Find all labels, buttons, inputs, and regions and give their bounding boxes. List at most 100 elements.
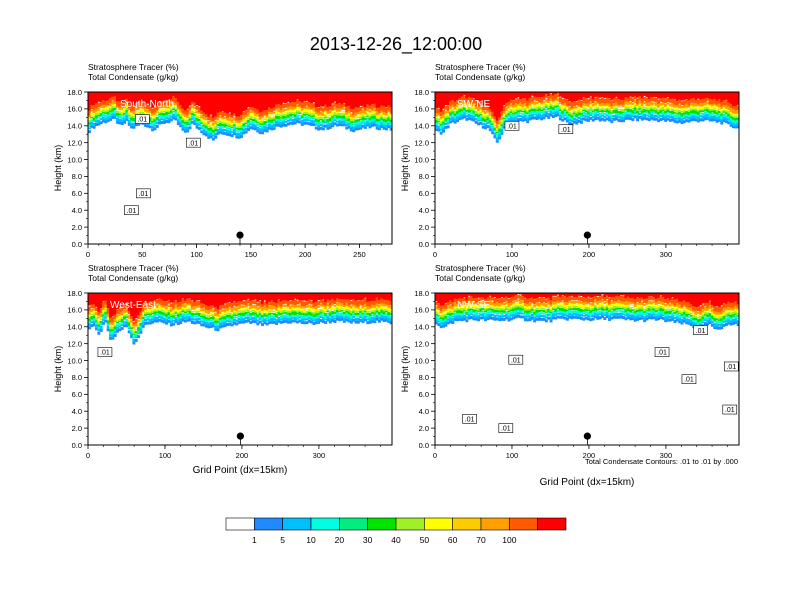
contour-label-text: .01 — [725, 407, 735, 414]
tracer-cell — [190, 310, 194, 313]
tracer-cell — [361, 314, 365, 318]
tracer-cell — [268, 301, 271, 306]
tracer-cell — [120, 109, 124, 113]
tracer-cell — [146, 109, 150, 113]
tracer-cell — [699, 106, 703, 109]
tracer-cell — [319, 306, 323, 309]
tracer-cell — [359, 293, 363, 301]
tracer-cell — [368, 301, 372, 307]
tracer-cell — [551, 296, 555, 302]
tracer-cell — [526, 306, 530, 310]
tracer-cell — [631, 110, 635, 114]
tracer-cell — [563, 114, 567, 117]
tracer-cell — [291, 113, 295, 116]
tracer-cell — [558, 109, 562, 111]
tracer-cell — [544, 319, 548, 323]
tracer-cell — [488, 118, 492, 120]
tracer-cell — [638, 92, 642, 97]
contour-label: .01 — [693, 325, 708, 335]
tracer-cell — [498, 124, 502, 126]
tracer-cell — [254, 304, 257, 309]
tracer-cell — [710, 311, 714, 315]
contour-label-text: .01 — [127, 208, 137, 215]
tracer-cell — [331, 111, 335, 115]
tracer-cell — [90, 124, 94, 128]
tracer-cell — [363, 117, 367, 120]
tracer-cell — [558, 307, 562, 311]
tracer-cell — [130, 110, 134, 113]
tracer-cell — [200, 317, 204, 320]
tracer-cell — [104, 112, 108, 115]
tracer-cell — [312, 110, 316, 114]
tracer-cell — [601, 309, 604, 313]
tracer-cell — [692, 319, 696, 322]
tracer-cell — [345, 318, 349, 322]
tracer-cell — [97, 311, 101, 316]
tracer-cell — [673, 307, 677, 311]
tracer-cell — [549, 103, 553, 107]
tracer-cell — [530, 308, 534, 311]
tracer-cell — [577, 111, 581, 116]
tracer-cell — [342, 115, 346, 119]
tracer-cell — [251, 293, 255, 300]
tracer-cell — [682, 114, 686, 118]
tracer-cell — [666, 315, 670, 319]
tracer-cell — [500, 116, 504, 120]
tracer-cell — [643, 303, 647, 306]
tracer-cell — [608, 106, 611, 108]
tracer-cell — [470, 92, 474, 98]
tracer-cell — [456, 99, 459, 104]
tracer-cell — [338, 318, 342, 322]
tracer-cell — [183, 316, 187, 320]
tracer-cell — [509, 109, 513, 112]
tracer-cell — [563, 109, 567, 112]
tracer-cell — [717, 113, 721, 117]
tracer-cell — [377, 311, 381, 315]
tracer-cell — [596, 116, 600, 120]
tracer-cell — [349, 116, 353, 119]
tracer-cell — [144, 92, 148, 105]
tracer-cell — [237, 132, 241, 137]
tracer-cell — [570, 107, 574, 110]
tracer-cell — [349, 113, 353, 118]
tracer-cell — [699, 112, 703, 115]
tracer-cell — [120, 293, 124, 307]
tracer-cell — [106, 325, 110, 330]
tracer-cell — [223, 314, 227, 316]
tracer-cell — [256, 119, 260, 121]
tracer-cell — [195, 312, 199, 315]
tracer-cell — [661, 114, 665, 118]
tracer-cell — [202, 323, 206, 327]
tracer-cell — [293, 92, 297, 102]
tracer-cell — [298, 316, 302, 319]
tracer-cell — [326, 315, 330, 320]
tracer-cell — [279, 92, 283, 105]
tracer-cell — [200, 120, 204, 122]
tracer-cell — [643, 299, 647, 303]
contour-label: .01 — [124, 205, 139, 216]
tracer-cell — [123, 316, 127, 320]
tracer-cell — [387, 117, 391, 121]
tracer-cell — [486, 297, 490, 303]
tracer-cell — [521, 115, 525, 120]
tracer-cell — [172, 307, 176, 311]
tracer-cell — [148, 119, 152, 124]
tracer-cell — [446, 318, 450, 321]
tracer-cell — [556, 113, 560, 117]
tracer-cell — [612, 107, 616, 110]
tracer-cell — [382, 111, 386, 115]
tracer-cell — [349, 317, 353, 321]
tracer-cell — [572, 92, 576, 102]
tracer-cell — [572, 295, 576, 300]
tracer-cell — [298, 117, 302, 120]
tracer-cell — [449, 305, 452, 309]
tracer-cell — [284, 319, 288, 323]
tracer-cell — [519, 118, 523, 122]
tracer-cell — [612, 310, 616, 313]
tracer-cell — [272, 305, 276, 310]
tracer-cell — [554, 108, 558, 112]
tracer-cell — [167, 120, 171, 124]
tracer-cell — [244, 120, 248, 122]
tracer-cell — [673, 317, 677, 320]
tracer-cell — [456, 111, 459, 115]
